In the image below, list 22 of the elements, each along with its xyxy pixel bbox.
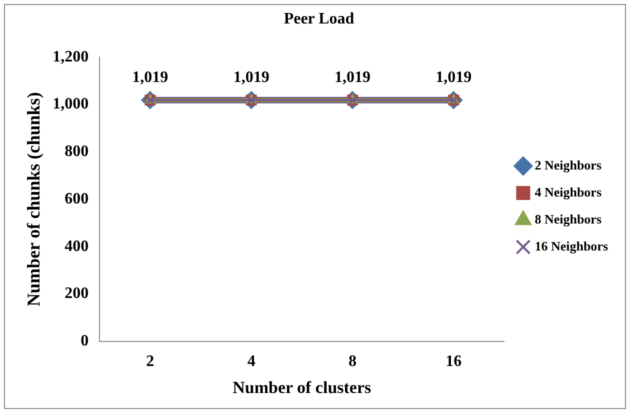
x-tick-label: 2 bbox=[146, 353, 154, 370]
x-axis-title: Number of clusters bbox=[232, 378, 372, 398]
legend-label: 2 Neighbors bbox=[534, 157, 602, 172]
y-tick-label: 600 bbox=[64, 190, 89, 208]
y-tick-label: 0 bbox=[80, 332, 89, 350]
data-label: 1,019 bbox=[334, 69, 370, 86]
chart-title: Peer Load bbox=[284, 10, 354, 28]
y-tick-label: 200 bbox=[64, 285, 89, 302]
y-axis-title: Number of chunks (chunks) bbox=[23, 92, 44, 306]
data-label: 1,019 bbox=[132, 69, 168, 86]
data-label: 1,019 bbox=[233, 69, 270, 86]
legend-label: 4 Neighbors bbox=[534, 184, 602, 200]
y-tick-label: 1,200 bbox=[52, 48, 89, 66]
x-tick-label: 4 bbox=[247, 353, 256, 370]
y-tick-label: 400 bbox=[64, 238, 89, 255]
legend-label: 8 Neighbors bbox=[534, 211, 602, 226]
legend-label: 16 Neighbors bbox=[534, 238, 608, 254]
y-tick-label: 800 bbox=[64, 143, 89, 160]
y-tick-label: 1,000 bbox=[52, 96, 89, 113]
data-label: 1,019 bbox=[436, 69, 472, 86]
x-tick-label: 16 bbox=[446, 353, 462, 370]
x-tick-label: 8 bbox=[348, 353, 356, 370]
